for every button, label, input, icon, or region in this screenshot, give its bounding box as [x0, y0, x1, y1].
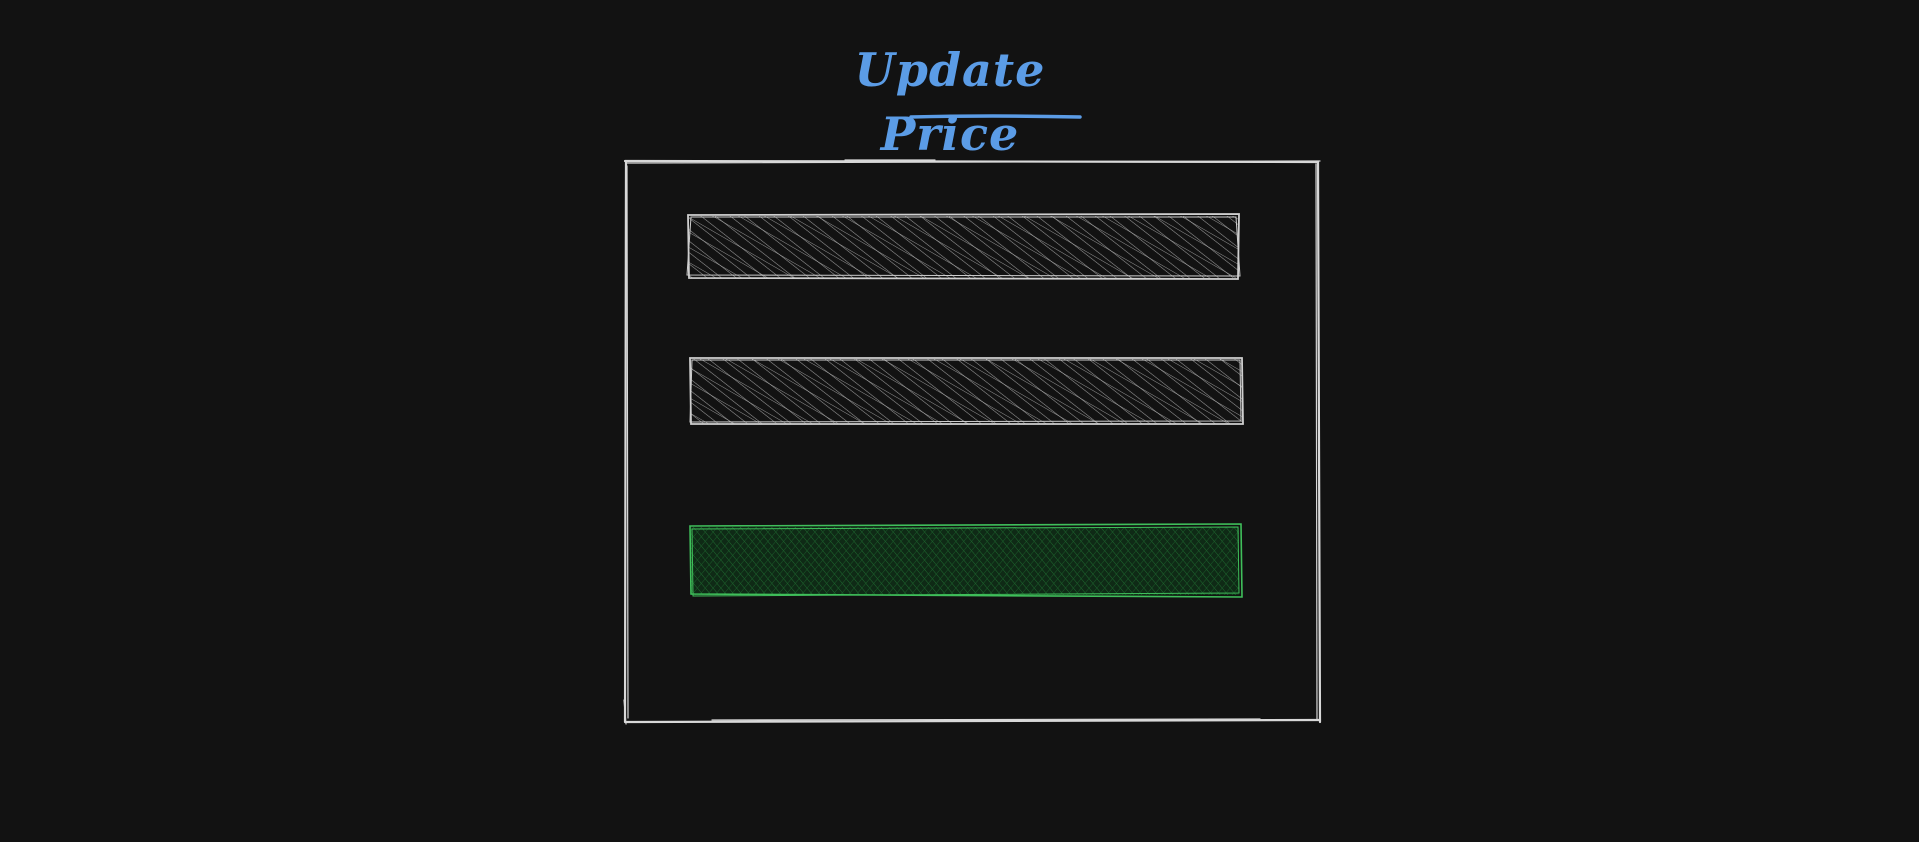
form-frame — [623, 159, 1322, 725]
field-1[interactable] — [686, 213, 1241, 280]
submit-button[interactable] — [689, 523, 1243, 598]
field-2[interactable] — [689, 357, 1244, 425]
title-underline — [909, 114, 1082, 119]
